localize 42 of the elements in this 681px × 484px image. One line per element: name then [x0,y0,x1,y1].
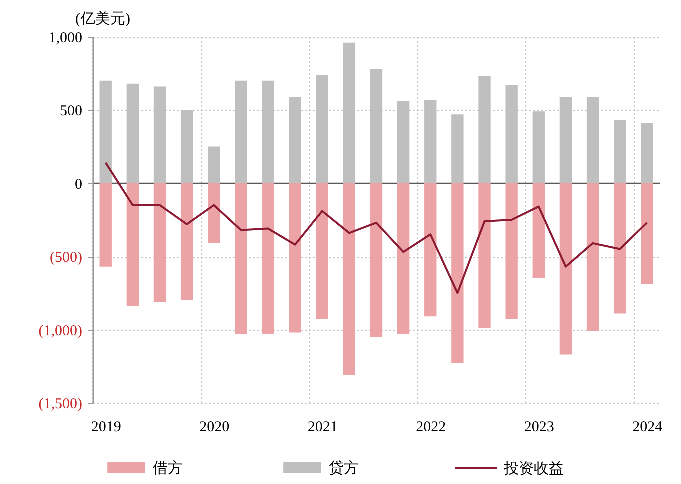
legend-label: 借方 [153,460,183,477]
bar [235,183,248,334]
y-tick-label: 1,000 [48,30,82,46]
bar [614,120,626,184]
y-tick-label: (500) [50,250,82,266]
bar [154,183,166,302]
x-tick-label: 2020 [200,420,230,436]
bar [370,183,383,338]
bar [208,146,220,184]
bar [208,183,220,244]
bar [424,183,437,317]
bar [316,183,328,320]
bar [478,183,491,328]
bar [289,183,302,333]
x-tick-label: 2023 [524,420,554,436]
bar [343,183,356,376]
x-tick-label: 2019 [91,420,122,436]
bar [262,183,274,334]
bar [560,183,572,355]
legend-label: 贷方 [329,460,359,477]
bar [614,183,626,314]
legend-label: 投资收益 [503,460,564,478]
bar [452,183,464,364]
bar [641,123,654,184]
x-tick-label: 2022 [416,420,446,436]
x-tick-label: 2021 [308,420,338,436]
line-series [104,162,648,294]
bar [532,183,545,279]
y-tick-label: 0 [75,176,82,193]
bar [506,183,518,320]
bar [180,183,194,301]
y-tick-label: (1,000) [38,323,82,340]
bar [452,114,464,184]
y-axis-title: (亿美元) [76,10,130,28]
x-tick-label: 2024 [632,420,664,436]
bar [100,183,112,267]
y-tick-label: (1,500) [38,396,82,412]
bar [397,183,410,334]
bar [641,183,654,284]
y-tick-label: 500 [60,104,82,120]
bar [126,183,140,306]
bar [586,183,600,332]
